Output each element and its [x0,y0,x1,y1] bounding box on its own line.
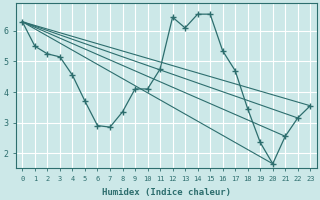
X-axis label: Humidex (Indice chaleur): Humidex (Indice chaleur) [102,188,231,197]
